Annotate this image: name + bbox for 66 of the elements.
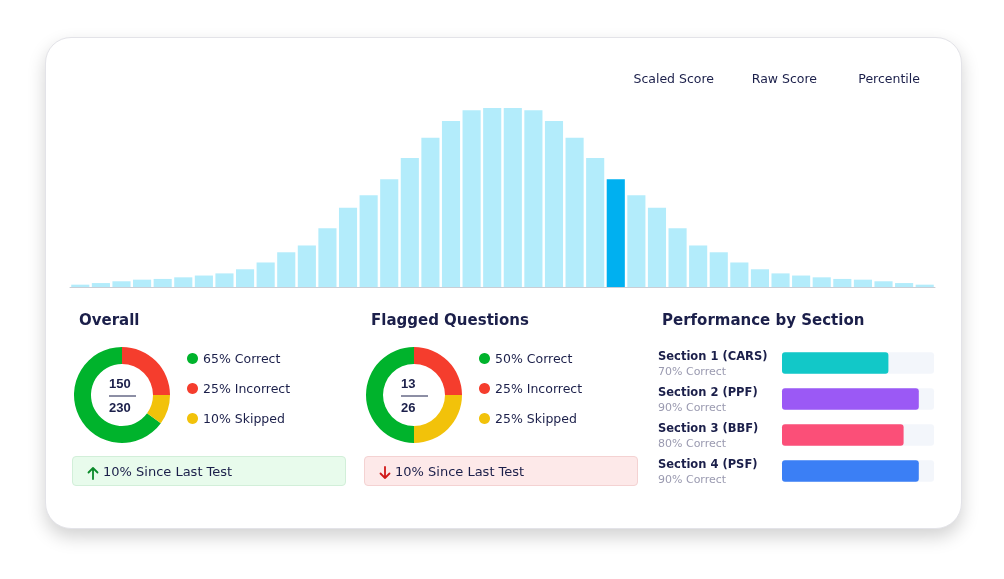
bar	[586, 158, 605, 287]
legend-label: 25% Incorrect	[495, 381, 583, 396]
bar	[91, 283, 110, 287]
bar	[400, 158, 419, 287]
bar	[647, 207, 667, 287]
bar	[153, 278, 172, 287]
bar	[112, 281, 131, 287]
bar	[441, 121, 461, 287]
bar	[524, 110, 543, 287]
data-label: 80% Correct	[658, 436, 727, 450]
bar	[277, 252, 296, 287]
bar	[544, 121, 564, 287]
bar	[730, 262, 749, 287]
legend-label: 25% Skipped	[495, 411, 577, 426]
bar	[462, 110, 481, 287]
bar	[812, 277, 831, 287]
bar	[380, 179, 399, 287]
bar	[668, 228, 687, 287]
bar	[606, 179, 625, 287]
bar	[359, 195, 378, 287]
bar	[895, 283, 914, 287]
text: 10% Since Last Test	[103, 464, 233, 479]
legend-label: 10% Skipped	[203, 411, 285, 426]
text: 10% Since Last Test	[395, 464, 525, 479]
bar	[133, 279, 152, 287]
bar	[750, 269, 769, 287]
legend-label: 65% Correct	[203, 351, 281, 366]
legend-label: 50% Correct	[495, 351, 573, 366]
bar	[236, 269, 255, 287]
y-tick-label: Section 4 (PSF)	[658, 456, 758, 471]
bar	[565, 137, 584, 287]
chart-title: Performance by Section	[662, 310, 865, 329]
bar	[874, 281, 893, 287]
bar	[833, 278, 852, 287]
text: Percentile	[858, 71, 921, 86]
text: 13	[401, 376, 416, 391]
bar	[338, 207, 358, 287]
y-tick-label: Section 1 (CARS)	[658, 348, 768, 363]
bar	[627, 195, 646, 287]
text: 26	[401, 400, 416, 415]
bar	[421, 137, 440, 287]
data-label: 70% Correct	[658, 364, 727, 378]
text: 230	[109, 400, 131, 415]
text: Scaled Score	[633, 71, 715, 86]
legend-label: 25% Incorrect	[203, 381, 291, 396]
chart-title: Overall	[79, 310, 140, 329]
bar	[256, 262, 275, 287]
bar	[709, 252, 728, 287]
bar	[792, 275, 811, 287]
text: Raw Score	[751, 71, 818, 86]
bar	[318, 228, 337, 287]
data-label: 90% Correct	[658, 472, 727, 486]
bar	[853, 279, 872, 287]
y-tick-label: Section 3 (BBF)	[658, 420, 759, 435]
bar	[689, 245, 708, 287]
y-tick-label: Section 2 (PPF)	[658, 384, 758, 399]
bar	[483, 108, 502, 287]
bar	[174, 277, 193, 287]
text: 150	[109, 376, 131, 391]
bar	[771, 273, 790, 287]
data-label: 90% Correct	[658, 400, 727, 414]
bar	[215, 273, 234, 287]
chart-title: Flagged Questions	[371, 310, 529, 329]
bar	[297, 245, 316, 287]
bar	[503, 108, 522, 287]
bar	[194, 275, 213, 287]
